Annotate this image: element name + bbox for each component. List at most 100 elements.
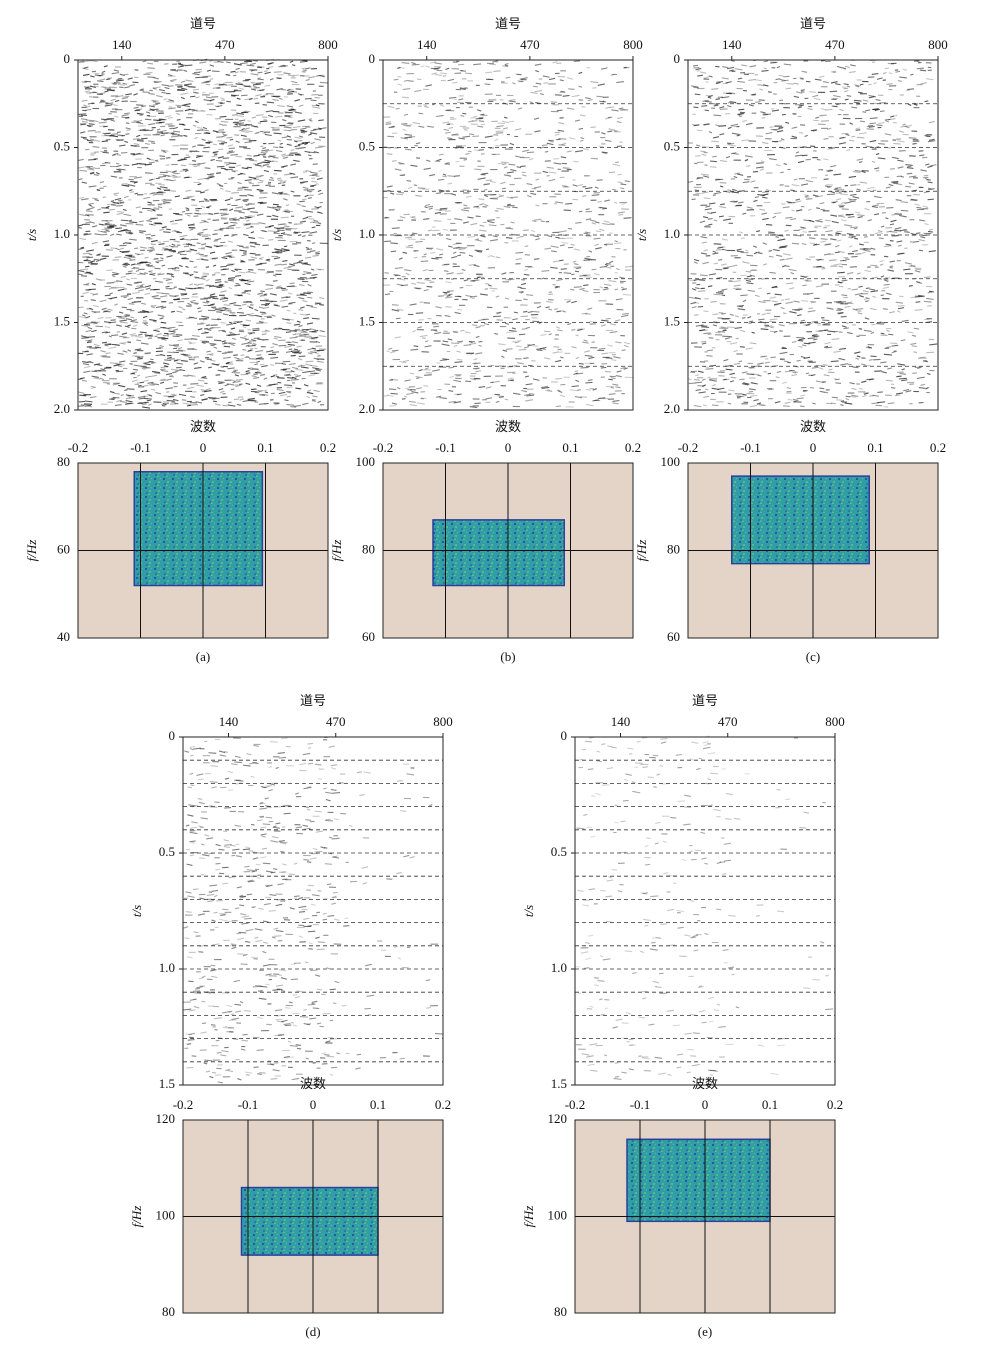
wavelet	[263, 389, 268, 392]
wavelet	[243, 147, 251, 150]
wavelet	[155, 94, 163, 98]
wavelet	[454, 218, 463, 221]
wavelet	[189, 248, 195, 251]
wavelet	[281, 318, 290, 321]
wavelet	[267, 160, 274, 163]
wavelet	[707, 376, 711, 379]
wavelet	[790, 272, 795, 275]
wavelet	[79, 196, 85, 200]
wavelet	[102, 151, 110, 154]
wavelet	[224, 168, 228, 171]
wavelet	[700, 236, 708, 239]
wavelet	[247, 194, 254, 197]
wavelet	[201, 138, 206, 142]
wavelet	[114, 99, 120, 103]
wavelet	[114, 82, 121, 84]
wavelet	[822, 364, 828, 366]
wavelet	[230, 224, 236, 227]
wavelet	[148, 92, 155, 95]
wavelet	[160, 321, 167, 324]
wavelet	[297, 278, 305, 281]
wavelet	[831, 338, 840, 341]
wavelet	[248, 176, 257, 180]
wavelet	[523, 229, 529, 231]
wavelet	[760, 111, 766, 114]
wavelet	[420, 65, 425, 68]
wavelet	[148, 218, 156, 221]
wavelet	[824, 341, 831, 345]
wavelet	[225, 251, 232, 255]
wavelet	[310, 328, 317, 331]
wavelet	[208, 175, 215, 178]
wavelet	[87, 339, 93, 342]
wavelet	[730, 152, 737, 155]
wavelet	[156, 292, 163, 294]
wavelet	[270, 356, 279, 359]
wavelet	[109, 225, 117, 227]
wavelet	[834, 186, 842, 189]
wavelet	[392, 304, 399, 306]
wavelet	[780, 138, 785, 141]
wavelet	[779, 78, 786, 82]
wavelet	[92, 293, 99, 296]
wavelet	[310, 306, 317, 309]
wavelet	[176, 350, 184, 352]
wavelet	[225, 163, 230, 166]
wavelet	[709, 166, 717, 168]
wavelet	[161, 84, 169, 87]
wavelet	[109, 292, 113, 295]
wavelet	[261, 149, 270, 152]
wavelet	[206, 324, 210, 327]
wavelet	[526, 151, 535, 154]
wavelet	[284, 345, 292, 349]
wavelet	[233, 304, 242, 307]
wavelet	[222, 133, 228, 136]
wavelet	[237, 82, 243, 85]
wavelet	[275, 236, 283, 239]
wavelet	[82, 137, 89, 141]
wavelet	[272, 98, 279, 102]
wavelet	[84, 271, 91, 274]
wavelet	[105, 205, 110, 209]
wavelet	[844, 65, 850, 69]
x-axis-title: 波数	[495, 419, 521, 434]
wavelet	[104, 132, 112, 135]
wavelet	[307, 296, 313, 299]
wavelet	[270, 346, 274, 349]
wavelet	[442, 121, 450, 124]
wavelet	[433, 325, 440, 328]
wavelet	[84, 400, 93, 403]
wavelet	[213, 153, 218, 156]
wavelet	[202, 318, 209, 321]
wavelet	[168, 245, 174, 248]
wavelet	[770, 356, 776, 359]
wavelet	[761, 69, 769, 72]
wavelet	[917, 61, 922, 64]
wavelet	[423, 253, 427, 256]
wavelet	[99, 299, 107, 303]
wavelet	[308, 190, 313, 193]
wavelet	[169, 375, 174, 378]
wavelet	[849, 382, 855, 385]
wavelet	[79, 213, 86, 217]
wavelet	[865, 300, 869, 303]
wavelet	[508, 163, 516, 166]
wavelet	[241, 167, 249, 170]
wavelet	[607, 130, 613, 133]
wavelet	[694, 379, 700, 381]
wavelet	[550, 266, 558, 269]
wavelet	[579, 274, 587, 277]
wavelet	[271, 351, 280, 353]
wavelet	[546, 166, 554, 169]
wavelet	[691, 306, 697, 309]
wavelet	[429, 61, 437, 64]
wavelet	[142, 406, 151, 409]
wavelet	[876, 77, 883, 80]
wavelet	[241, 127, 245, 131]
wavelet	[306, 189, 315, 191]
wavelet	[506, 171, 515, 174]
wavelet	[570, 243, 575, 246]
wavelet	[602, 222, 610, 226]
wavelet	[164, 115, 172, 118]
wavelet	[217, 156, 224, 159]
